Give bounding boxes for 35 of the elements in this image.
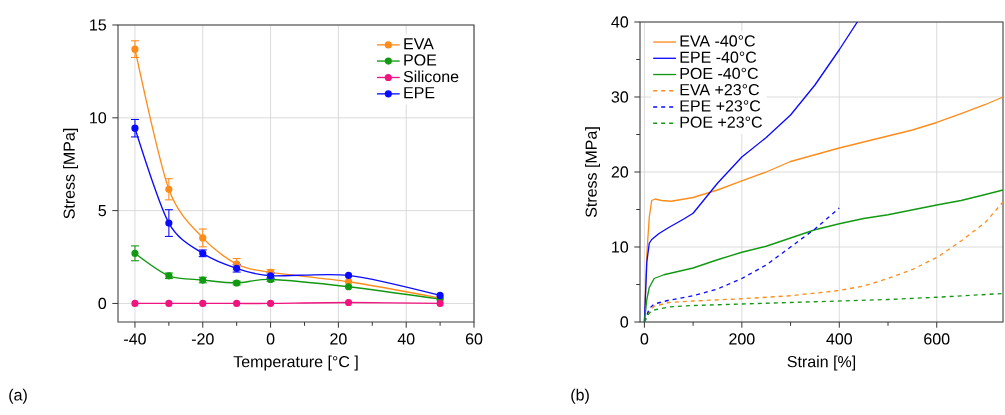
- y-tick-label: 0: [620, 316, 629, 328]
- legend-label: EVA: [404, 38, 434, 50]
- legend-label: POE +23°C: [680, 116, 762, 128]
- y-tick-label: 0: [98, 297, 107, 310]
- legend-label: Silicone: [403, 70, 459, 83]
- x-tick-label: 0: [266, 333, 275, 345]
- x-tick-label: -40: [124, 333, 146, 345]
- y-axis-title: Stress [MPa]: [585, 127, 600, 218]
- y-axis-title: Stress [MPa]: [63, 128, 78, 219]
- x-tick-label: 600: [924, 333, 950, 345]
- x-tick-label: 60: [465, 333, 483, 345]
- x-axis-title: Strain [%]: [787, 355, 856, 371]
- legend-label: EVA +23°C: [680, 83, 759, 96]
- x-tick-label: 40: [397, 333, 415, 345]
- legend-label: POE: [404, 54, 437, 66]
- legend-label: EPE -40°C: [680, 51, 757, 63]
- y-tick-label: 5: [98, 205, 107, 217]
- x-tick-label: 0: [640, 333, 649, 345]
- y-tick-label: 10: [612, 241, 629, 253]
- x-tick-label: 200: [729, 333, 755, 345]
- y-tick-label: 15: [90, 19, 107, 31]
- y-tick-label: 30: [611, 91, 629, 103]
- legend-label: POE -40°C: [680, 67, 758, 80]
- y-tick-label: 20: [611, 166, 629, 178]
- y-tick-label: 10: [90, 112, 107, 124]
- text: (a): [9, 388, 27, 404]
- x-axis-title: Temperature [°C ]: [233, 355, 358, 371]
- x-tick-label: 20: [330, 333, 347, 345]
- y-tick-label: 40: [611, 16, 629, 28]
- x-tick-label: 400: [826, 333, 853, 345]
- legend-label: EPE: [404, 87, 435, 99]
- legend-label: EVA -40°C: [680, 35, 755, 47]
- x-tick-label: -20: [191, 333, 214, 345]
- text: (b): [571, 388, 589, 404]
- legend-label: EPE +23°C: [680, 100, 761, 112]
